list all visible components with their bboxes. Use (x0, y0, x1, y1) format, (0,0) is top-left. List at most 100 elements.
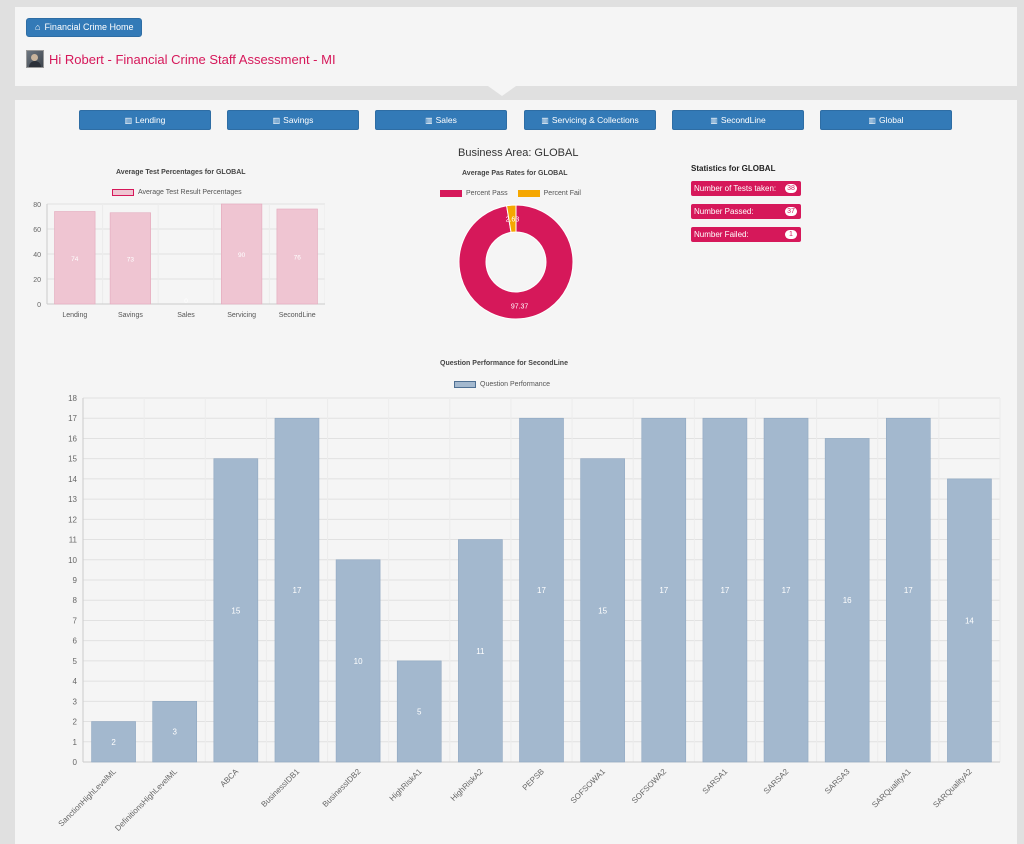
x-tick-label: HighRiskA1 (388, 767, 424, 803)
y-tick-label: 9 (73, 576, 78, 585)
nav-secondline-button[interactable]: ▥ SecondLine (672, 110, 804, 130)
legend-label: Average Test Result Percentages (138, 189, 242, 196)
y-tick-label: 2 (73, 718, 78, 727)
x-tick-label: Lending (62, 312, 87, 319)
bar (885, 417, 931, 763)
bar-value-label: 5 (417, 707, 422, 716)
x-tick-label: BusinessIDB1 (259, 767, 301, 809)
stat-failed: Number Failed: 1 (691, 227, 801, 242)
legend-label-pass: Percent Pass (466, 190, 508, 197)
nav-savings-button[interactable]: ▥ Savings (227, 110, 359, 130)
x-tick-label: SARQualityA2 (931, 767, 974, 810)
bar-value-label: 17 (537, 586, 546, 595)
statistics-title: Statistics for GLOBAL (691, 164, 776, 173)
bar-chart-icon: ▥ (425, 116, 433, 125)
bar (519, 417, 564, 763)
bar-value-label: 17 (659, 586, 668, 595)
bar-value-label: 0 (184, 298, 188, 305)
pie-value-label: 97.37 (511, 303, 529, 310)
bar (824, 438, 870, 763)
question-perf-chart-title: Question Performance for SecondLine (440, 360, 568, 367)
greeting: Hi Robert - Financial Crime Staff Assess… (26, 50, 336, 68)
bar (213, 458, 259, 763)
y-tick-label: 4 (73, 677, 78, 686)
bar (702, 417, 748, 763)
y-tick-label: 80 (33, 202, 41, 209)
bar-chart-icon: ▥ (541, 116, 549, 125)
legend-swatch (454, 381, 476, 388)
bar-value-label: 17 (904, 586, 913, 595)
bar (763, 417, 809, 763)
bar-value-label: 74 (71, 256, 79, 263)
bar-value-label: 17 (720, 586, 729, 595)
y-tick-label: 60 (33, 227, 41, 234)
bar (580, 458, 625, 763)
bar (458, 539, 503, 763)
header-panel: ⌂ Financial Crime Home Hi Robert - Finan… (15, 7, 1017, 86)
bar (274, 417, 320, 763)
bar (152, 701, 198, 763)
business-area-title: Business Area: GLOBAL (458, 147, 579, 159)
x-tick-label: SanctionHighLevelML (57, 767, 119, 829)
stat-failed-value: 1 (785, 230, 797, 239)
financial-crime-home-button[interactable]: ⌂ Financial Crime Home (26, 18, 143, 37)
greeting-text: Hi Robert - Financial Crime Staff Assess… (49, 51, 336, 67)
pie-slice (506, 204, 517, 233)
bar-chart-icon: ▥ (272, 116, 281, 125)
y-tick-label: 15 (68, 455, 77, 464)
panel-pointer (488, 86, 516, 96)
y-tick-label: 18 (68, 394, 77, 403)
bar (276, 208, 318, 305)
y-tick-label: 10 (68, 556, 77, 565)
nav-lending-button[interactable]: ▥ Lending (79, 110, 211, 130)
question-perf-legend: Question Performance (454, 381, 550, 388)
x-tick-label: SARSA1 (701, 767, 730, 796)
nav-sales-button[interactable]: ▥ Sales (375, 110, 507, 130)
pass-rate-chart: 97.37 2.63 (458, 204, 574, 320)
y-tick-label: 6 (73, 637, 78, 646)
x-tick-label: SARSA3 (823, 767, 852, 796)
legend-swatch (112, 189, 134, 196)
x-tick-label: Servicing (227, 312, 256, 319)
bar-value-label: 73 (127, 256, 135, 263)
pie-slice (458, 204, 574, 320)
bar (335, 559, 381, 763)
x-tick-label: HighRiskA2 (449, 767, 485, 803)
question-perf-chart: 01234567891011121314151617182SanctionHig… (57, 394, 1001, 833)
x-tick-label: SOFSOWA2 (630, 767, 669, 806)
y-tick-label: 0 (37, 302, 41, 309)
bar-value-label: 90 (238, 252, 246, 259)
home-button-label: Financial Crime Home (44, 22, 134, 32)
bar-value-label: 17 (293, 586, 302, 595)
y-tick-label: 8 (73, 596, 78, 605)
bar (641, 417, 687, 763)
x-tick-label: ABCA (218, 767, 240, 789)
nav-servicing-button[interactable]: ▥ Servicing & Collections (524, 110, 656, 130)
bar-value-label: 3 (172, 728, 177, 737)
y-tick-label: 16 (68, 434, 77, 443)
main-panel: ▥ Lending ▥ Savings ▥ Sales ▥ Servicing & Co… (15, 100, 1017, 844)
nav-global-button[interactable]: ▥ Global (820, 110, 952, 130)
bar (54, 211, 96, 305)
y-tick-label: 20 (33, 277, 41, 284)
bar-chart-icon: ▥ (868, 116, 876, 125)
x-tick-label: PEPSB (521, 767, 546, 792)
home-icon: ⌂ (35, 22, 41, 32)
stat-passed: Number Passed: 37 (691, 204, 801, 219)
stat-tests-taken-value: 38 (785, 184, 797, 193)
pass-rate-chart-title: Average Pas Rates for GLOBAL (462, 170, 568, 177)
bar-chart-icon: ▥ (124, 116, 133, 125)
bar (109, 212, 151, 305)
y-tick-label: 7 (73, 616, 78, 625)
x-tick-label: DefinitionsHighLevelML (113, 767, 179, 833)
y-tick-label: 3 (73, 697, 78, 706)
legend-swatch-fail (517, 190, 540, 197)
y-tick-label: 5 (73, 657, 78, 666)
x-tick-label: BusinessIDB2 (321, 767, 363, 809)
x-tick-label: SOFSOWA1 (569, 767, 608, 806)
y-tick-label: 40 (33, 252, 41, 259)
x-tick-label: Sales (177, 312, 195, 319)
legend-label-fail: Percent Fail (543, 190, 581, 197)
y-tick-label: 17 (68, 414, 77, 423)
legend-swatch-pass (440, 190, 462, 197)
